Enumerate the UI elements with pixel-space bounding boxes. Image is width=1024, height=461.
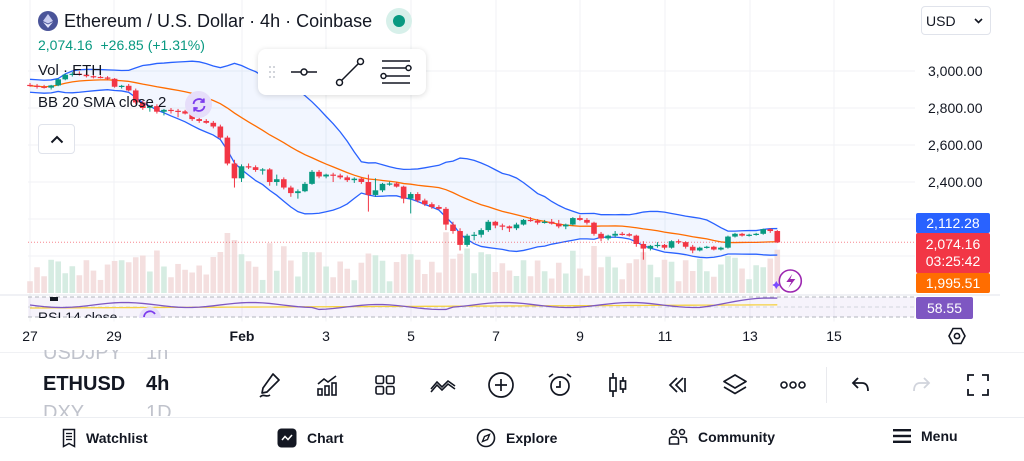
time-tick: 7 <box>492 328 500 344</box>
undo-icon <box>851 377 869 392</box>
trend-line-tool[interactable] <box>328 57 372 87</box>
last-price: 2,074.16 <box>38 37 93 53</box>
add-symbol-button[interactable] <box>485 369 517 401</box>
refresh-icon <box>192 97 205 112</box>
horizontal-line-icon <box>291 68 317 76</box>
more-button[interactable] <box>777 369 809 401</box>
chart-nav-icon <box>277 428 297 448</box>
currency-value: USD <box>926 12 956 29</box>
layers-icon <box>723 374 747 395</box>
trend-line-icon <box>335 57 365 87</box>
currency-select[interactable]: USD <box>921 6 991 35</box>
chart-toolbar <box>0 365 1024 405</box>
last-price-value: 2,074.16 <box>925 236 981 252</box>
chart-title: Ethereum / U.S. Dollar · 4h · Coinbase <box>64 10 373 31</box>
hexagon-settings-icon <box>948 327 966 345</box>
alerts-button[interactable] <box>544 369 576 401</box>
watchlist-icon <box>62 428 76 448</box>
symbol-title-row[interactable]: Ethereum / U.S. Dollar · 4h · Coinbase <box>38 8 413 34</box>
price-tick: 3,000.00 <box>928 63 983 79</box>
time-tick: 29 <box>106 328 122 344</box>
bb-basis-price-tag: 1,995.51 <box>916 273 990 293</box>
legend-rsi[interactable]: RSI 14 close <box>38 309 118 318</box>
time-tick: Feb <box>229 328 255 344</box>
chart-type-button[interactable] <box>602 369 634 401</box>
bb-upper-price-tag: 2,112.28 <box>916 213 990 233</box>
replay-button[interactable] <box>661 369 693 401</box>
symbol-interval-picker[interactable]: USDJPY 1h ETHUSD 4h DXY 1D <box>38 350 188 416</box>
legend-bollinger-bands[interactable]: BB 20 SMA close 2 <box>38 94 167 111</box>
compare-button[interactable] <box>427 369 459 401</box>
object-tree-button[interactable] <box>719 369 751 401</box>
indicator-refresh-button[interactable] <box>185 91 212 118</box>
refresh-icon <box>139 307 161 318</box>
nav-chart[interactable]: Chart <box>277 428 344 448</box>
drag-handle-icon[interactable] <box>264 65 280 79</box>
rsi-value-tag: 58.55 <box>916 297 973 319</box>
bar-countdown: 03:25:42 <box>925 253 981 269</box>
picker-row-usdjpy[interactable]: USDJPY 1h <box>43 350 169 364</box>
grid-icon <box>375 375 395 395</box>
rsi-refresh-button[interactable] <box>138 306 162 318</box>
layouts-button[interactable] <box>369 369 401 401</box>
plus-circle-icon <box>488 372 514 398</box>
nav-explore[interactable]: Explore <box>476 428 557 448</box>
time-tick: 27 <box>22 328 38 344</box>
floating-drawing-toolbar <box>258 49 426 95</box>
more-dots-icon <box>780 381 806 389</box>
draw-tool-button[interactable] <box>254 369 286 401</box>
redo-button[interactable] <box>905 369 937 401</box>
indicators-button[interactable] <box>311 369 343 401</box>
nav-community[interactable]: Community <box>668 428 775 446</box>
time-tick: 3 <box>322 328 330 344</box>
chart-bars-icon <box>317 375 337 396</box>
rewind-icon <box>668 377 686 393</box>
price-tick: 2,400.00 <box>928 174 983 190</box>
time-tick: 5 <box>407 328 415 344</box>
price-summary: 2,074.16 +26.85 (+1.31%) <box>38 37 205 53</box>
price-tick: 2,600.00 <box>928 137 983 153</box>
toolbar-divider <box>826 367 827 403</box>
time-tick: 15 <box>826 328 842 344</box>
price-change-pct: (+1.31%) <box>147 37 205 53</box>
time-tick: 13 <box>742 328 758 344</box>
chart-settings-button[interactable] <box>947 326 967 351</box>
last-price-tag: 2,074.16 03:25:42 <box>916 233 990 273</box>
candles-icon <box>609 373 627 397</box>
collapse-legend-button[interactable] <box>38 124 75 154</box>
bottom-navigation: Watchlist Chart Explore Community Menu <box>0 417 1024 461</box>
horizontal-line-tool[interactable] <box>280 67 328 77</box>
price-change: +26.85 <box>100 37 144 53</box>
compare-lines-icon <box>430 379 456 393</box>
price-tick: 2,800.00 <box>928 100 983 116</box>
parallel-channel-icon <box>380 60 412 84</box>
price-chart-canvas[interactable] <box>0 0 1024 350</box>
fullscreen-button[interactable] <box>962 369 994 401</box>
fullscreen-icon <box>967 374 989 396</box>
hamburger-menu-icon <box>893 429 911 443</box>
picker-row-ethusd[interactable]: ETHUSD 4h <box>43 373 170 395</box>
time-tick: 11 <box>657 328 673 344</box>
market-open-dot-icon <box>393 15 406 27</box>
parallel-channel-tool[interactable] <box>372 58 420 86</box>
community-icon <box>668 428 688 445</box>
redo-icon <box>913 377 931 392</box>
undo-button[interactable] <box>845 369 877 401</box>
ethereum-logo-icon <box>38 11 58 31</box>
chevron-down-icon <box>974 17 983 24</box>
compass-icon <box>476 428 496 448</box>
pencil-icon <box>259 373 280 398</box>
nav-watchlist[interactable]: Watchlist <box>62 428 148 448</box>
time-tick: 9 <box>576 328 584 344</box>
divider <box>0 352 1024 353</box>
legend-volume[interactable]: Vol · ETH <box>38 62 103 79</box>
market-status-indicator[interactable] <box>386 8 413 34</box>
chevron-up-icon <box>50 135 63 143</box>
nav-menu[interactable]: Menu <box>893 428 958 444</box>
picker-row-dxy[interactable]: DXY 1D <box>43 402 172 416</box>
alarm-clock-icon <box>548 373 572 396</box>
